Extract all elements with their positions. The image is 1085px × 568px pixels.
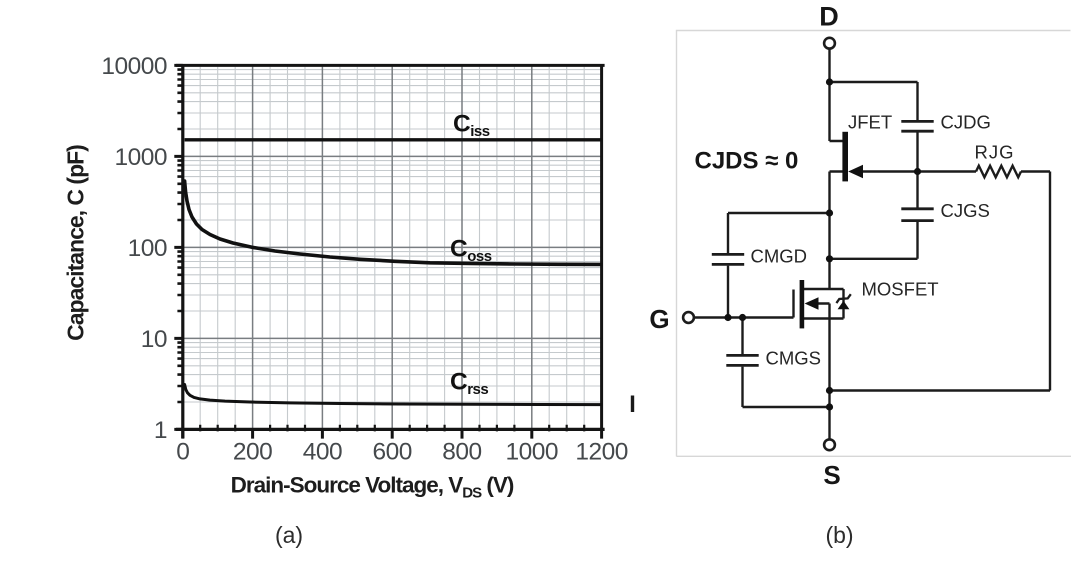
svg-text:400: 400 — [303, 439, 342, 466]
svg-text:JFET: JFET — [848, 112, 892, 133]
svg-text:(b): (b) — [825, 522, 853, 548]
svg-text:1000: 1000 — [114, 144, 167, 171]
svg-text:Drain-Source Voltage, VDS (V): Drain-Source Voltage, VDS (V) — [231, 473, 514, 502]
svg-text:1200: 1200 — [575, 439, 628, 466]
svg-text:G: G — [649, 304, 669, 334]
svg-text:CJDS ≈ 0: CJDS ≈ 0 — [695, 148, 799, 175]
svg-text:CMGS: CMGS — [766, 348, 822, 369]
svg-text:0: 0 — [176, 439, 189, 466]
svg-text:CJDG: CJDG — [941, 112, 991, 133]
svg-text:Capacitance, C (pF): Capacitance, C (pF) — [63, 145, 89, 341]
svg-text:S: S — [823, 460, 840, 490]
svg-text:CMGD: CMGD — [751, 246, 808, 267]
svg-text:600: 600 — [373, 439, 412, 466]
svg-text:1000: 1000 — [506, 439, 559, 466]
svg-text:100: 100 — [128, 235, 167, 262]
svg-text:CJGS: CJGS — [941, 200, 990, 221]
svg-text:10000: 10000 — [101, 53, 167, 80]
svg-text:800: 800 — [442, 439, 481, 466]
svg-text:1: 1 — [154, 417, 167, 444]
svg-text:D: D — [819, 2, 839, 32]
svg-text:(a): (a) — [275, 522, 303, 548]
svg-text:10: 10 — [141, 326, 167, 353]
svg-text:200: 200 — [233, 439, 272, 466]
svg-text:MOSFET: MOSFET — [862, 279, 939, 300]
svg-text:RJG: RJG — [975, 142, 1015, 163]
